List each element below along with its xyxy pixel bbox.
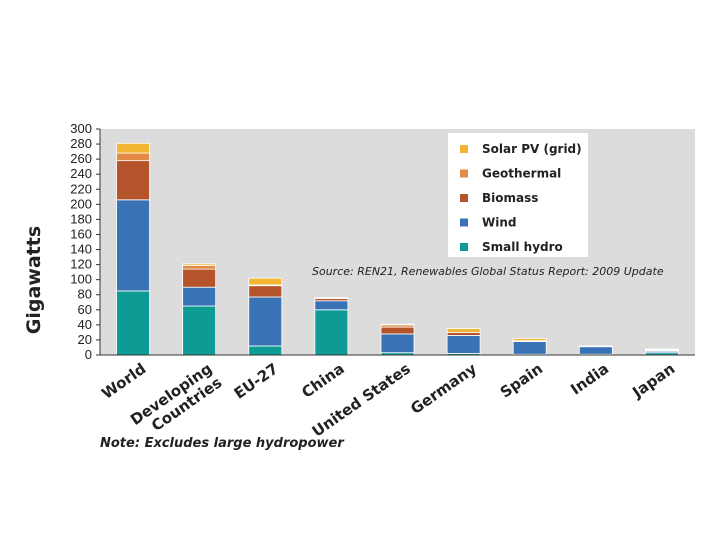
y-tick-label: 120 bbox=[70, 257, 92, 272]
bar-segment bbox=[314, 300, 349, 311]
y-tick-label: 140 bbox=[70, 242, 92, 257]
chart-note: Note: Excludes large hydropower bbox=[100, 436, 344, 451]
bar-segment bbox=[446, 335, 481, 354]
legend-label: Geothermal bbox=[482, 167, 561, 181]
y-tick-label: 220 bbox=[70, 181, 92, 196]
bar-segment bbox=[248, 345, 283, 356]
y-tick-label: 260 bbox=[70, 151, 92, 166]
x-tick-label: Japan bbox=[628, 360, 678, 402]
y-tick-label: 100 bbox=[70, 272, 92, 287]
y-axis-label: Gigawatts bbox=[23, 226, 45, 334]
y-tick-label: 240 bbox=[70, 166, 92, 181]
x-tick-label-line: Spain bbox=[497, 360, 546, 402]
legend-label: Solar PV (grid) bbox=[482, 142, 582, 156]
bar-segment bbox=[182, 286, 217, 307]
bar-segment bbox=[116, 152, 150, 162]
bar-segment bbox=[512, 338, 547, 342]
x-tick-label-line: EU-27 bbox=[231, 360, 282, 403]
y-tick-label: 20 bbox=[78, 332, 92, 347]
legend-label: Wind bbox=[482, 216, 516, 230]
x-tick-label: EU-27 bbox=[231, 360, 282, 403]
bar-segment bbox=[248, 296, 283, 347]
y-tick-label: 0 bbox=[85, 347, 92, 362]
x-tick-label-line: China bbox=[298, 360, 347, 402]
y-tick-label: 60 bbox=[78, 302, 92, 317]
bar-segment bbox=[248, 285, 283, 298]
bar-segment bbox=[446, 331, 481, 336]
bar-segment bbox=[248, 277, 283, 286]
y-tick-label: 160 bbox=[70, 226, 92, 241]
legend-label: Small hydro bbox=[482, 240, 563, 254]
legend-swatch bbox=[460, 169, 468, 178]
bar-segment bbox=[182, 263, 217, 266]
x-tick-label: Germany bbox=[407, 359, 480, 418]
y-tick-label: 180 bbox=[70, 211, 92, 226]
bar-segment bbox=[182, 264, 217, 270]
legend-swatch bbox=[460, 243, 468, 251]
legend: Solar PV (grid) Geothermal Biomass Wind Smal… bbox=[448, 133, 588, 257]
legend-swatch bbox=[460, 194, 468, 202]
bar-segment bbox=[116, 142, 150, 154]
bar-segment bbox=[578, 345, 613, 348]
legend-label: Biomass bbox=[482, 191, 538, 205]
legend-swatch bbox=[460, 145, 468, 153]
x-tick-label: China bbox=[298, 360, 347, 402]
bar-segment bbox=[578, 346, 613, 355]
legend-swatch bbox=[460, 218, 468, 227]
bar-segment bbox=[380, 323, 415, 326]
bars-group bbox=[116, 142, 679, 356]
x-tick-label-line: India bbox=[567, 360, 612, 399]
legend-box bbox=[448, 133, 588, 257]
y-tick-label: 280 bbox=[70, 136, 92, 151]
bar-segment bbox=[116, 290, 150, 356]
bar-segment bbox=[380, 333, 415, 354]
bar-segment bbox=[182, 305, 217, 356]
bar-segment bbox=[314, 309, 349, 356]
y-tick-label: 200 bbox=[70, 196, 92, 211]
y-tick-label: 80 bbox=[78, 287, 92, 302]
x-tick-label: India bbox=[567, 360, 612, 399]
bar-segment bbox=[645, 348, 679, 351]
bar-segment bbox=[314, 297, 349, 299]
x-tick-label-line: Germany bbox=[407, 359, 480, 418]
y-tick-label: 40 bbox=[78, 317, 92, 332]
bar-segment bbox=[512, 341, 547, 355]
bar-segment bbox=[116, 199, 150, 292]
bar-segment bbox=[116, 160, 150, 201]
x-tick-label: Spain bbox=[497, 360, 546, 402]
y-tick-label: 300 bbox=[70, 121, 92, 136]
x-tick-label-line: Japan bbox=[628, 360, 678, 402]
source-annotation: Source: REN21, Renewables Global Status … bbox=[312, 265, 664, 278]
x-tick-label-line: World bbox=[98, 360, 149, 403]
bar-segment bbox=[380, 326, 415, 335]
bar-segment bbox=[446, 328, 481, 333]
bar-segment bbox=[182, 268, 217, 288]
y-axis: 0204060801001201401601802002202402602803… bbox=[70, 121, 101, 362]
x-tick-label: World bbox=[98, 360, 149, 403]
